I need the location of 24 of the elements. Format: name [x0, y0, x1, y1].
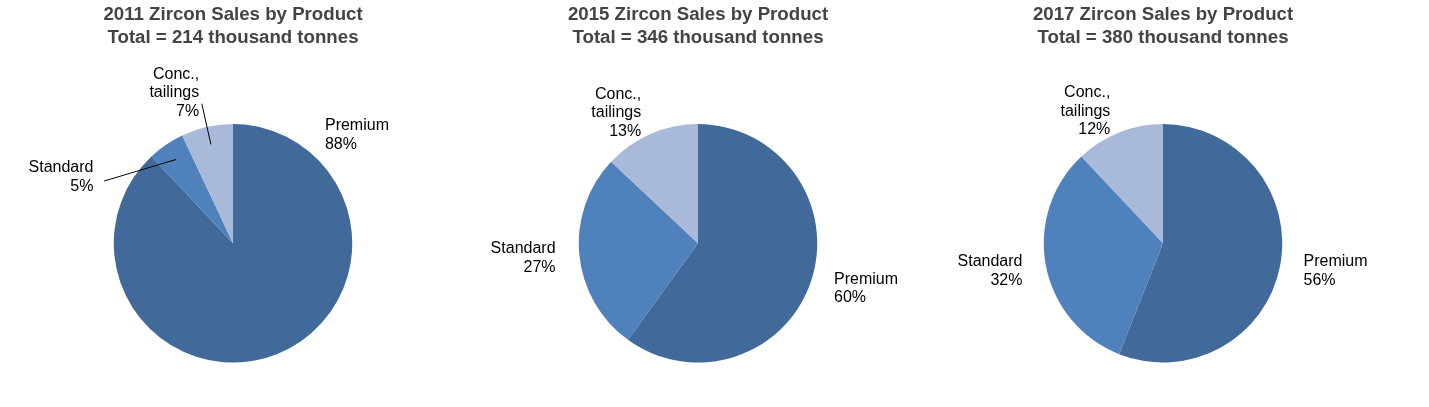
slice-label: Conc., tailings: [149, 64, 200, 101]
slice-label: Conc., tailings: [1060, 83, 1111, 119]
data-label: 88%: [324, 134, 357, 152]
data-label: 5%: [70, 176, 94, 194]
data-label: 56%: [1303, 271, 1336, 289]
chart-title: 2017 Zircon Sales by Product: [1032, 2, 1294, 24]
slice-label: Standard: [490, 238, 556, 256]
slice-label: Conc., tailings: [591, 84, 642, 121]
slice-label: Premium: [834, 269, 899, 287]
chart-title: 2015 Zircon Sales by Product: [567, 2, 829, 24]
slice-label: Standard: [28, 157, 94, 175]
chart-title: 2011 Zircon Sales by Product: [103, 2, 363, 24]
data-label: 7%: [176, 102, 200, 120]
slice-label: Premium: [1303, 252, 1368, 270]
slice-label: Standard: [957, 252, 1023, 270]
data-label: 27%: [523, 257, 556, 275]
chart-subtitle: Total = 214 thousand tonnes: [107, 25, 359, 47]
chart-subtitle: Total = 346 thousand tonnes: [572, 25, 824, 47]
slice-label: Premium: [324, 115, 389, 133]
data-label: 13%: [609, 122, 642, 140]
chart-subtitle: Total = 380 thousand tonnes: [1037, 25, 1289, 47]
data-label: 12%: [1078, 120, 1111, 138]
data-label: 60%: [834, 288, 867, 306]
data-label: 32%: [990, 271, 1023, 289]
